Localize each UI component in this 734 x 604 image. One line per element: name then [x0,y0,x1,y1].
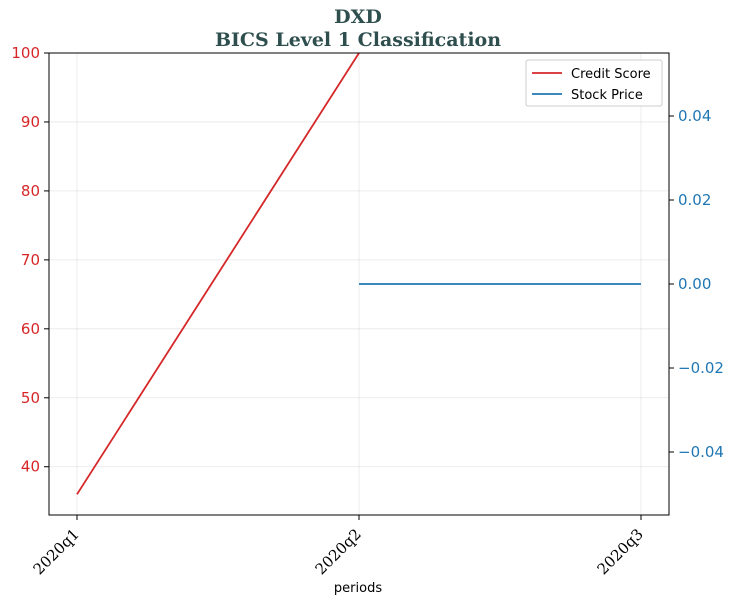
series-line-credit-score [76,53,360,495]
legend-label-stock-price: Stock Price [571,88,643,103]
x-tick-label: 2020q2 [312,525,365,578]
chart-title: DXD [334,6,382,28]
x-axis-label: periods [334,581,382,596]
series-layer [76,53,641,495]
right-tick-label: 0.00 [678,275,711,293]
x-tick-label: 2020q3 [594,525,647,578]
left-axis: 40 50 60 70 80 90 100 [11,44,49,476]
legend-label-credit-score: Credit Score [571,67,651,82]
left-tick-label: 50 [21,389,40,407]
right-tick-label: −0.04 [678,443,724,461]
chart-subtitle: BICS Level 1 Classification [215,29,501,51]
left-tick-label: 90 [21,113,40,131]
right-axis: −0.04 −0.02 0.00 0.02 0.04 [669,107,724,461]
left-tick-label: 80 [21,182,40,200]
right-tick-label: 0.02 [678,191,711,209]
right-tick-label: −0.02 [678,359,724,377]
right-tick-label: 0.04 [678,107,711,125]
left-tick-label: 100 [11,44,40,62]
legend: Credit Score Stock Price [525,59,663,107]
left-tick-label: 60 [21,320,40,338]
x-tick-label: 2020q1 [30,525,83,578]
left-tick-label: 70 [21,251,40,269]
left-tick-label: 40 [21,458,40,476]
x-axis: 2020q1 2020q2 2020q3 [30,515,647,578]
